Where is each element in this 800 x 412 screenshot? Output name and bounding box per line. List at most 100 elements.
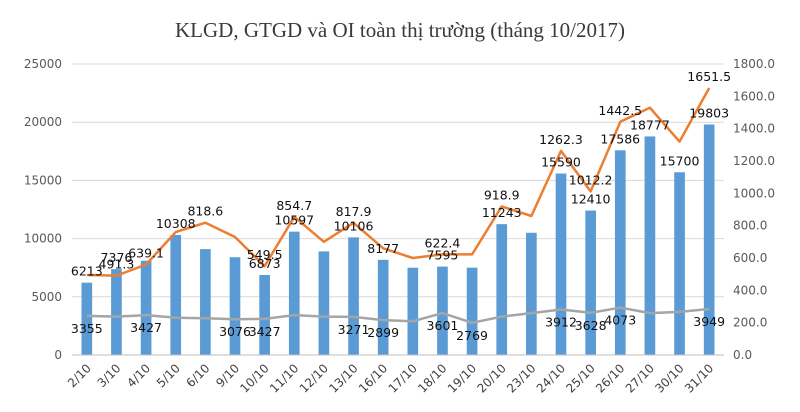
bar [614, 150, 626, 355]
bar [377, 259, 389, 355]
data-label: 1262.3 [539, 132, 583, 147]
left-tick-label: 20000 [24, 115, 62, 129]
category-label: 20/10 [474, 361, 508, 395]
category-label: 30/10 [652, 361, 686, 395]
line-series [86, 87, 711, 325]
right-tick-label: 0.0 [733, 348, 752, 362]
data-label: 622.4 [425, 235, 461, 250]
category-label: 10/10 [237, 361, 271, 395]
data-label: 817.9 [336, 204, 372, 219]
category-label: 4/10 [124, 361, 153, 390]
data-label: 3076 [219, 324, 251, 339]
bar [318, 251, 330, 355]
bar [526, 232, 537, 355]
bar [437, 266, 448, 355]
category-label: 18/10 [415, 361, 449, 395]
bar [466, 267, 478, 355]
data-label: 1012.2 [569, 172, 613, 187]
data-label: 549.5 [247, 247, 283, 262]
data-label: 2769 [456, 328, 488, 343]
data-label: 3912 [545, 314, 577, 329]
x-axis: 2/10 3/10 4/10 5/10 6/10 9/1010/1011/1012/101… [65, 354, 724, 396]
data-label: 918.9 [484, 187, 520, 202]
right-tick-label: 1800.0 [733, 57, 775, 71]
data-label: 7595 [427, 248, 459, 263]
bar [200, 249, 211, 355]
data-label: 854.7 [276, 198, 312, 213]
data-label: 10106 [334, 218, 374, 233]
category-label: 17/10 [386, 361, 420, 395]
data-label: 3427 [130, 320, 162, 335]
data-label: 11243 [482, 205, 522, 220]
series-line [86, 306, 710, 325]
bar-series [81, 124, 715, 356]
bar [229, 257, 241, 355]
category-label: 12/10 [297, 361, 331, 395]
category-label: 16/10 [356, 361, 390, 395]
data-label: 17586 [600, 131, 640, 146]
chart-title: KLGD, GTGD và OI toàn thị trường (tháng … [175, 18, 625, 42]
category-label: 13/10 [326, 361, 360, 395]
category-label: 26/10 [593, 361, 627, 395]
data-label: 8177 [367, 241, 399, 256]
data-label: 491.3 [99, 257, 135, 272]
data-label: 1442.5 [598, 103, 642, 118]
bar [555, 173, 567, 355]
data-label: 639.1 [128, 245, 164, 260]
bar [259, 274, 270, 355]
right-tick-label: 400.0 [733, 283, 767, 297]
left-tick-label: 0 [54, 348, 62, 362]
data-label: 18777 [630, 117, 670, 132]
data-label: 15700 [660, 153, 700, 168]
bar [111, 269, 122, 355]
right-tick-label: 1000.0 [733, 186, 775, 200]
right-axis: 0.0 200.0 400.0 600.0 800.0 1000.0 1200.0 1400.… [733, 57, 775, 362]
data-label: 1651.5 [687, 69, 731, 84]
bar [407, 267, 419, 355]
bar [81, 282, 93, 355]
category-label: 27/10 [623, 361, 657, 395]
data-label: 3427 [249, 324, 281, 339]
bar [496, 224, 508, 355]
data-label: 12410 [571, 192, 611, 207]
bar [288, 231, 300, 355]
right-tick-label: 1200.0 [733, 154, 775, 168]
data-label: 3355 [71, 321, 103, 336]
bar [348, 237, 359, 355]
data-label: 6213 [71, 264, 103, 279]
left-tick-label: 15000 [24, 173, 62, 187]
left-axis: 0 5000 10000 15000 20000 25000 [24, 57, 62, 362]
data-label: 3949 [693, 314, 725, 329]
data-label: 3601 [427, 318, 459, 333]
data-label: 3271 [338, 322, 370, 337]
bar [644, 136, 656, 355]
data-label: 818.6 [187, 204, 223, 219]
bar [170, 235, 182, 355]
category-label: 24/10 [534, 361, 568, 395]
left-tick-label: 5000 [31, 290, 62, 304]
bar [585, 210, 596, 355]
series-line [86, 87, 711, 277]
data-label: 10597 [274, 213, 314, 228]
category-label: 3/10 [95, 361, 124, 390]
left-tick-label: 25000 [24, 57, 62, 71]
right-tick-label: 200.0 [733, 316, 767, 330]
category-label: 23/10 [504, 361, 538, 395]
data-label: 10308 [156, 216, 196, 231]
category-label: 2/10 [65, 361, 94, 390]
left-tick-label: 10000 [24, 232, 62, 246]
category-label: 6/10 [184, 361, 213, 390]
bar [674, 172, 685, 355]
category-label: 5/10 [154, 361, 183, 390]
bar [703, 124, 715, 356]
category-label: 19/10 [445, 361, 479, 395]
right-tick-label: 800.0 [733, 219, 767, 233]
data-label: 4073 [604, 313, 636, 328]
right-tick-label: 1600.0 [733, 89, 775, 103]
data-label: 2899 [367, 325, 399, 340]
data-label: 19803 [689, 105, 729, 120]
right-tick-label: 1400.0 [733, 122, 775, 136]
category-label: 11/10 [267, 361, 301, 395]
